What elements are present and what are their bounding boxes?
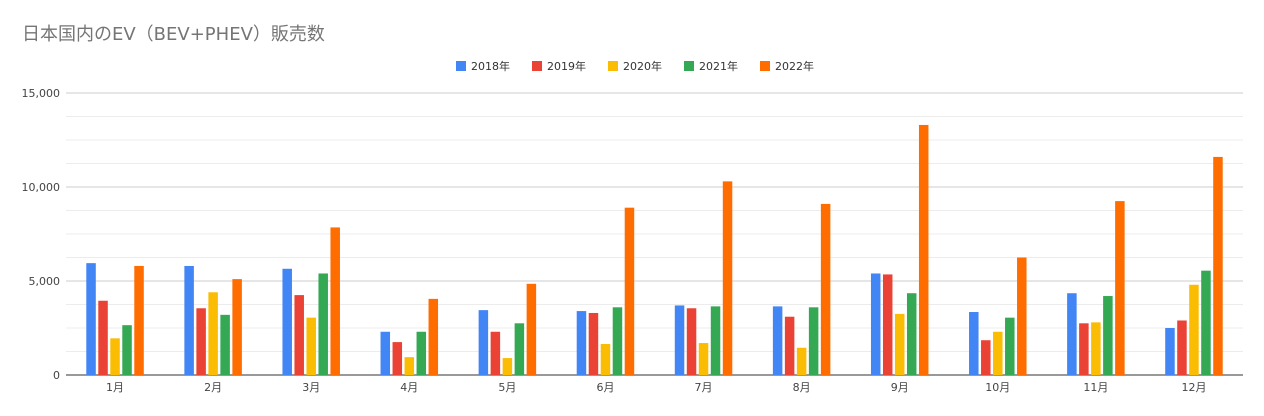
legend-label: 2020年 — [623, 59, 662, 73]
x-tick-label: 12月 — [1181, 381, 1206, 394]
bar — [1005, 317, 1015, 375]
bar — [808, 307, 819, 375]
bar — [208, 292, 218, 375]
bar — [98, 300, 108, 375]
bar — [698, 343, 709, 375]
bar — [404, 357, 415, 375]
legend: 2018年 2019年 2020年 2021年 2022年 — [456, 59, 814, 73]
bar — [772, 306, 783, 375]
bar — [184, 265, 194, 375]
bar — [1201, 270, 1211, 375]
x-tick-label: 1月 — [106, 381, 124, 394]
legend-label: 2021年 — [699, 59, 738, 73]
x-tick-label: 6月 — [596, 381, 614, 394]
bar — [1103, 296, 1113, 375]
bar — [490, 331, 501, 375]
x-tick-label: 4月 — [400, 381, 418, 394]
bar — [294, 295, 304, 375]
bar — [993, 331, 1003, 375]
bar — [710, 306, 721, 375]
y-tick-label: 5,000 — [29, 275, 61, 288]
legend-label: 2018年 — [471, 59, 510, 73]
bar — [1091, 322, 1101, 375]
legend-swatch — [532, 61, 542, 71]
legend-swatch — [760, 61, 770, 71]
bar — [686, 308, 697, 375]
bar — [86, 263, 96, 375]
bar — [870, 273, 881, 375]
bars — [86, 124, 1223, 376]
legend-swatch — [608, 61, 618, 71]
bar — [380, 331, 391, 375]
x-tick-label: 11月 — [1083, 381, 1108, 394]
bar — [306, 317, 316, 375]
bar — [674, 305, 685, 375]
x-tick-label: 9月 — [891, 381, 909, 394]
bar — [796, 347, 807, 375]
bar — [722, 181, 733, 375]
legend-swatch — [456, 61, 466, 71]
bar — [1177, 320, 1187, 375]
y-tick-label: 0 — [53, 369, 60, 382]
bar — [526, 283, 537, 375]
bar — [1017, 257, 1027, 375]
bar — [1165, 328, 1175, 375]
bar — [1115, 201, 1125, 375]
bar — [784, 316, 795, 375]
bar — [624, 207, 635, 375]
bar — [894, 313, 905, 375]
bar — [600, 343, 611, 375]
x-tick-label: 7月 — [695, 381, 713, 394]
y-tick-label: 15,000 — [22, 87, 61, 100]
bar — [196, 308, 206, 375]
bar — [514, 323, 525, 375]
bar — [110, 338, 120, 375]
bar — [588, 312, 599, 375]
legend-label: 2022年 — [775, 59, 814, 73]
y-axis-ticks: 0 5,000 10,000 15,000 — [22, 87, 61, 382]
bar — [820, 203, 831, 375]
x-tick-label: 5月 — [498, 381, 516, 394]
x-tick-label: 2月 — [204, 381, 222, 394]
x-tick-label: 10月 — [985, 381, 1010, 394]
bar — [330, 227, 340, 375]
bar — [318, 273, 328, 375]
bar — [906, 293, 917, 375]
bar — [612, 307, 623, 375]
x-axis-ticks: 1月 2月 3月 4月 5月 6月 7月 8月 9月 10月 11月 12月 — [106, 381, 1206, 394]
legend-label: 2019年 — [547, 59, 586, 73]
bar — [220, 314, 230, 375]
bar — [134, 265, 144, 375]
bar — [981, 340, 991, 375]
x-tick-label: 3月 — [302, 381, 320, 394]
y-tick-label: 10,000 — [22, 181, 61, 194]
bar — [882, 274, 893, 375]
chart-title: 日本国内のEV（BEV+PHEV）販売数 — [22, 24, 325, 45]
bar — [392, 342, 403, 375]
legend-swatch — [684, 61, 694, 71]
gridlines — [66, 92, 1243, 376]
bar — [416, 331, 427, 375]
bar — [969, 312, 979, 375]
bar — [122, 325, 132, 375]
x-tick-label: 8月 — [793, 381, 811, 394]
bar — [478, 310, 489, 375]
bar — [1079, 323, 1089, 375]
bar — [1213, 156, 1223, 375]
bar — [282, 268, 292, 375]
bar — [502, 358, 513, 375]
bar — [232, 279, 242, 375]
bar — [918, 124, 929, 376]
bar — [1067, 293, 1077, 375]
bar — [576, 311, 587, 375]
bar — [1189, 284, 1199, 375]
bar — [428, 298, 439, 375]
